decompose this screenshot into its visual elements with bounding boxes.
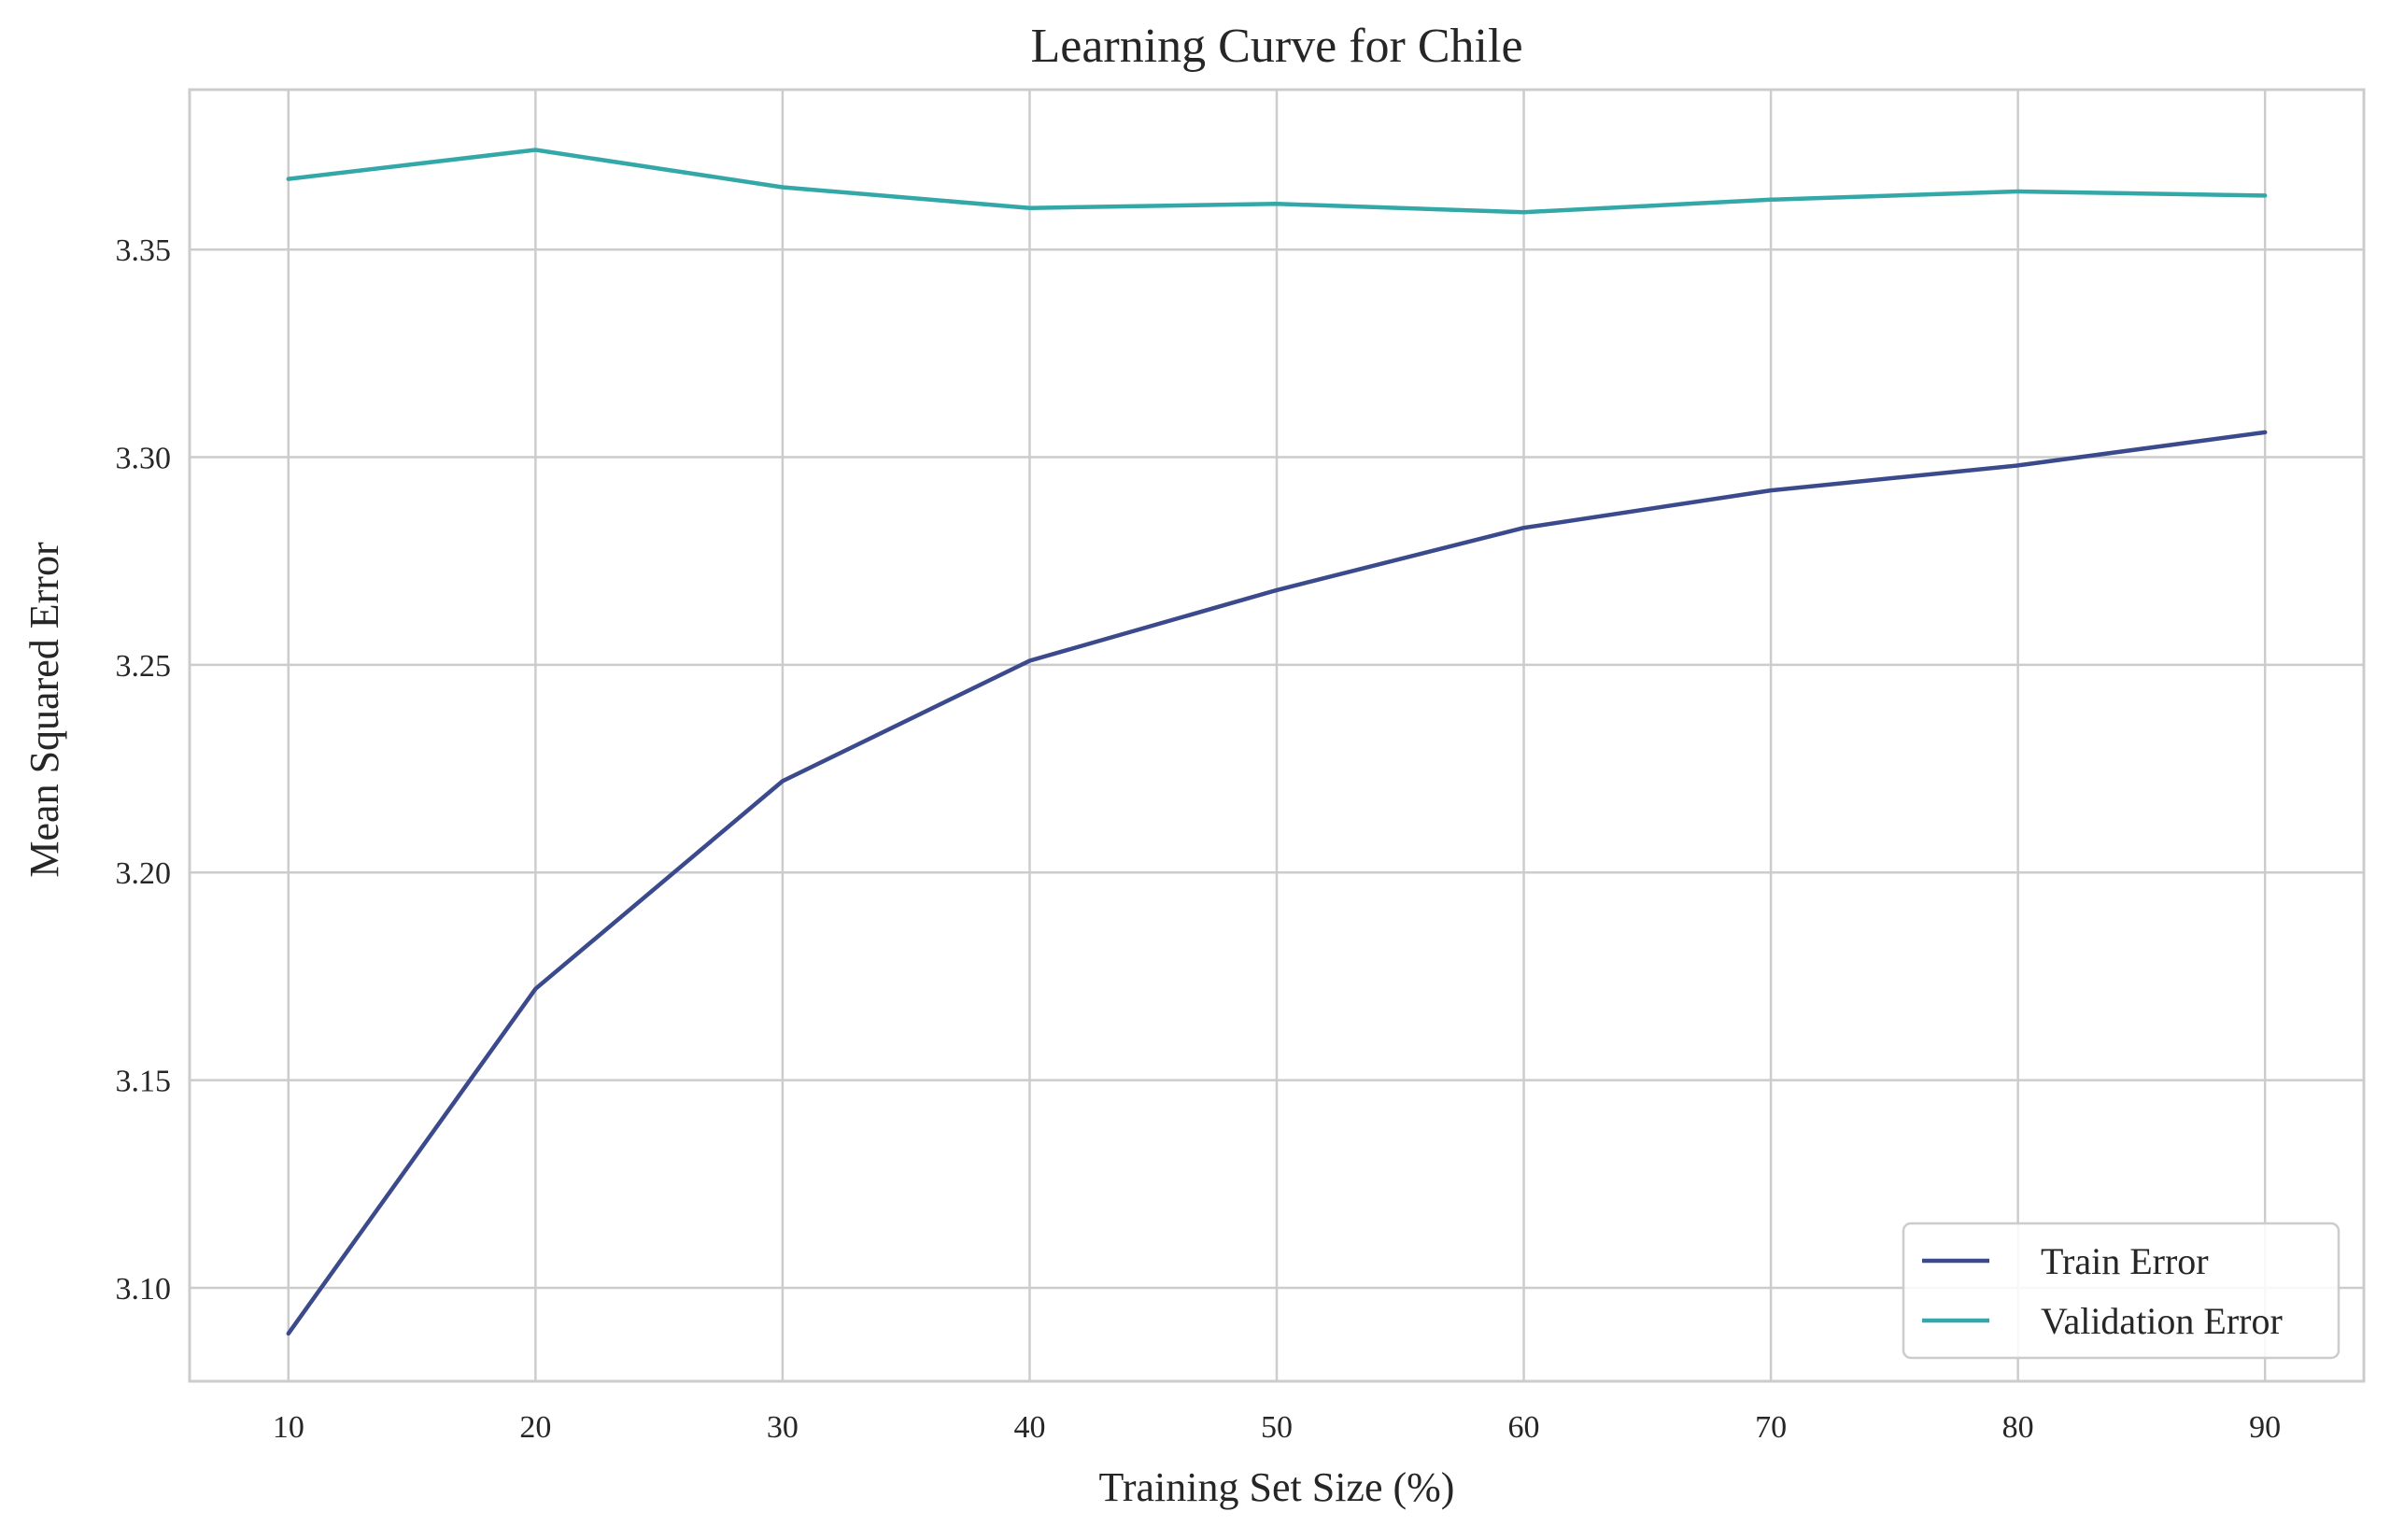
y-tick-labels: 3.10 3.15 3.20 3.25 3.30 3.35	[116, 233, 172, 1307]
legend-label-train-error: Train Error	[2041, 1240, 2209, 1282]
y-tick-label: 3.35	[116, 233, 172, 268]
plot-frame	[188, 88, 2366, 1383]
x-tick-label: 90	[2249, 1410, 2281, 1445]
x-tick-label: 10	[273, 1410, 304, 1445]
y-axis-label: Mean Squared Error	[21, 542, 67, 878]
x-tick-label: 80	[2002, 1410, 2034, 1445]
y-tick-label: 3.25	[116, 649, 172, 684]
legend-label-validation-error: Validation Error	[2041, 1300, 2283, 1342]
x-tick-label: 30	[767, 1410, 799, 1445]
y-tick-label: 3.10	[116, 1272, 172, 1307]
x-tick-label: 60	[1508, 1410, 1540, 1445]
x-tick-label: 50	[1261, 1410, 1293, 1445]
series-line-train-error	[286, 430, 2268, 1336]
legend-box	[1902, 1222, 2341, 1360]
legend: Train Error Validation Error	[1902, 1222, 2341, 1360]
series-line-validation-error	[286, 148, 2268, 215]
series-layer	[286, 148, 2268, 1336]
x-tick-label: 70	[1755, 1410, 1787, 1445]
x-axis-label: Training Set Size (%)	[1099, 1464, 1455, 1510]
y-tick-label: 3.20	[116, 856, 172, 891]
y-tick-label: 3.30	[116, 442, 172, 476]
x-tick-label: 40	[1013, 1410, 1045, 1445]
x-tick-label: 20	[519, 1410, 551, 1445]
y-tick-label: 3.15	[116, 1065, 172, 1099]
x-tick-labels: 10 20 30 40 50 60 70 80 90	[273, 1410, 2281, 1445]
chart-title: Learning Curve for Chile	[1030, 20, 1522, 73]
